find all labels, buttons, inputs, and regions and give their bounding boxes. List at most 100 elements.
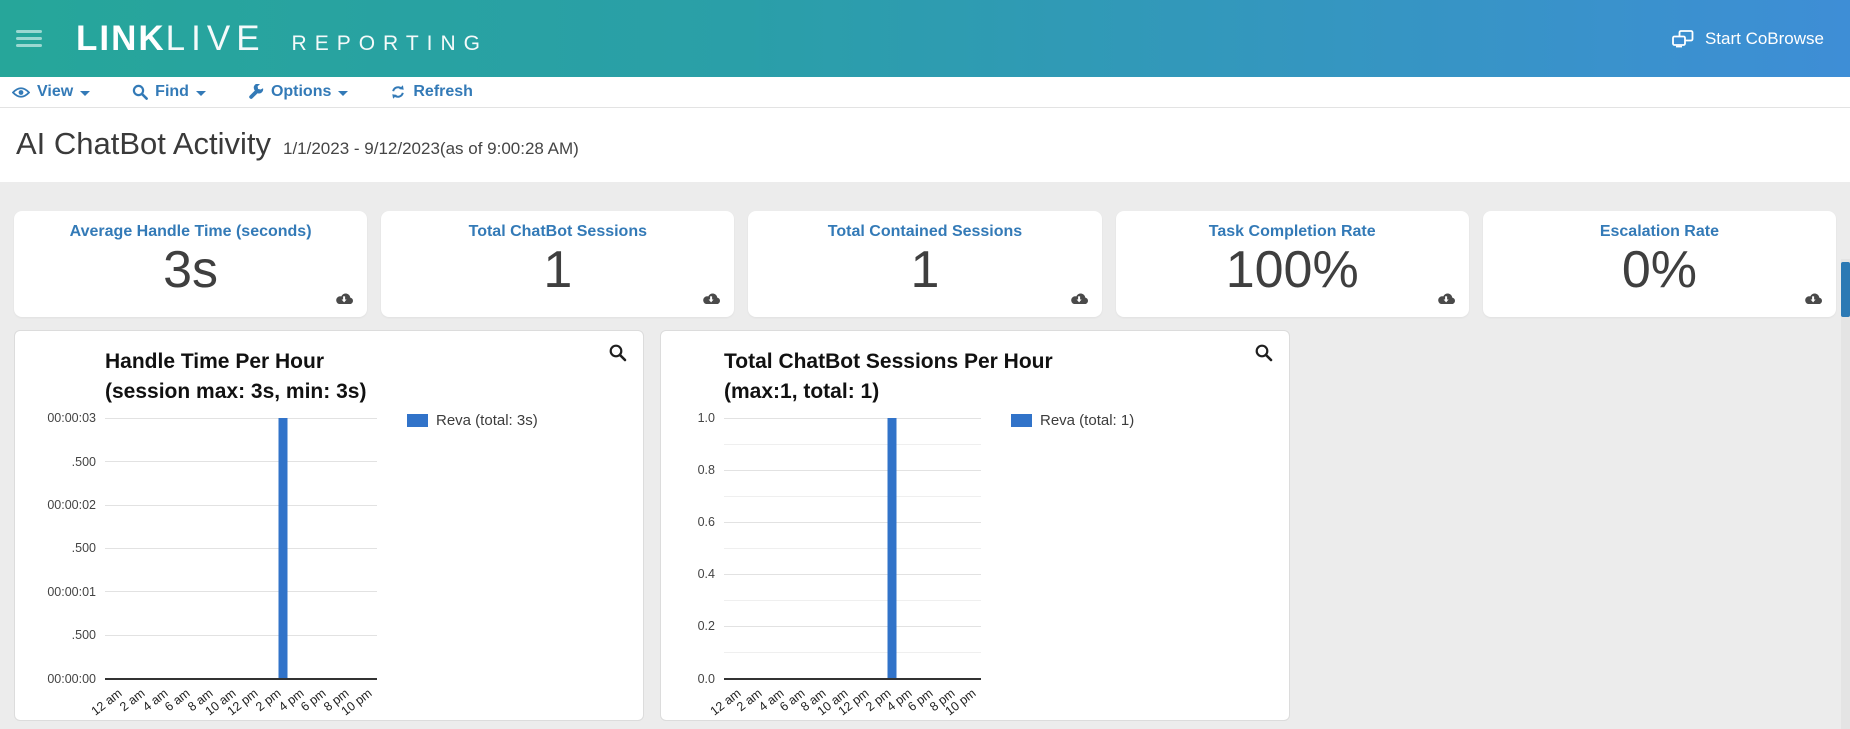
gridline: 0.6 <box>698 515 981 529</box>
y-axis-tick-label: .500 <box>71 454 96 469</box>
search-icon <box>132 84 149 100</box>
gridline: .500 <box>72 541 377 555</box>
chart-title: Total ChatBot Sessions Per Hour (max:1, … <box>724 347 1273 408</box>
y-axis-tick-label: 00:00:03 <box>47 411 96 426</box>
brand-live: LIVE <box>165 18 266 58</box>
chart-title: Handle Time Per Hour (session max: 3s, m… <box>105 347 627 408</box>
find-label: Find <box>155 83 189 100</box>
chevron-down-icon <box>338 90 349 96</box>
gridline: 00:00:00 <box>47 672 377 686</box>
y-axis-tick-label: .500 <box>71 628 96 643</box>
gridline: .500 <box>72 455 377 469</box>
gridline <box>724 599 981 601</box>
brand-link: LINK <box>76 18 166 58</box>
cobrowse-screens-icon <box>1671 29 1695 48</box>
plot-area: 00:00:03 .500 00:00:02 .500 00:00:01 .500 00:0… <box>47 411 377 718</box>
brand-reporting: REPORTING <box>291 31 489 55</box>
y-axis-tick-label: 0.4 <box>697 567 715 582</box>
app-header: LINK LIVE REPORTING Start CoBrowse <box>0 0 1850 77</box>
y-axis-tick-label: 0.8 <box>697 463 715 478</box>
chevron-down-icon <box>80 90 91 96</box>
chevron-down-icon <box>195 90 206 96</box>
brand-logo: LINK LIVE REPORTING <box>76 19 488 59</box>
bar-series-reva[interactable] <box>887 417 897 678</box>
kpi-label: Total Contained Sessions <box>827 223 1023 240</box>
gridline <box>724 495 981 497</box>
legend-label: Reva (total: 3s) <box>436 411 538 429</box>
kpi-card-task-completion-rate: Task Completion Rate 100% <box>1115 211 1469 317</box>
kpi-label: Task Completion Rate <box>1208 223 1376 240</box>
page-title: AI ChatBot Activity <box>16 126 271 161</box>
find-menu-button[interactable]: Find <box>132 83 206 101</box>
gridline: 0.2 <box>698 619 981 633</box>
kpi-label: Escalation Rate <box>1599 223 1719 240</box>
plot-area: 1.0 0.8 0.6 0.4 0.2 0.0 12 am 2 am 4 am 6 am 8 am 1… <box>698 411 981 718</box>
kpi-card-escalation-rate: Escalation Rate 0% <box>1482 211 1837 317</box>
chart-handle-time-per-hour: Handle Time Per Hour (session max: 3s, m… <box>14 330 644 721</box>
gridline: 0.4 <box>698 567 981 581</box>
y-axis-tick-label: 1.0 <box>697 411 715 426</box>
refresh-button[interactable]: Refresh <box>390 83 473 101</box>
y-axis-tick-label: 0.0 <box>697 671 715 686</box>
refresh-icon <box>390 84 406 100</box>
y-axis-tick-label: .500 <box>71 541 96 556</box>
vertical-scrollbar <box>1841 259 1850 729</box>
magnifier-zoom-icon[interactable] <box>608 343 627 362</box>
cloud-download-icon[interactable] <box>1437 292 1456 307</box>
options-menu-button[interactable]: Options <box>248 83 349 101</box>
options-label: Options <box>270 83 332 100</box>
kpi-value: 1 <box>543 241 573 299</box>
kpi-label: Average Handle Time (seconds) <box>69 223 312 240</box>
chart-legend: Reva (total: 1) <box>981 412 1273 678</box>
chart-title-line2: (max:1, total: 1) <box>724 380 880 404</box>
gridline: 00:00:02 <box>47 498 377 512</box>
scrollbar-thumb[interactable] <box>1841 262 1850 317</box>
kpi-value: 100% <box>1225 241 1359 299</box>
start-cobrowse-button[interactable]: Start CoBrowse <box>1671 29 1824 49</box>
y-axis-tick-label: 00:00:00 <box>47 671 96 686</box>
magnifier-zoom-icon[interactable] <box>1254 343 1273 362</box>
cloud-download-icon[interactable] <box>1070 292 1089 307</box>
legend-color-swatch <box>407 413 428 427</box>
kpi-label: Total ChatBot Sessions <box>468 223 647 240</box>
wrench-icon <box>248 83 264 100</box>
kpi-cards-row: Average Handle Time (seconds) 3s Total C… <box>0 182 1850 317</box>
gridline: 1.0 <box>698 411 981 425</box>
view-menu-button[interactable]: View <box>11 83 91 101</box>
gridline <box>724 547 981 549</box>
y-axis-tick-label: 0.6 <box>697 515 715 530</box>
gridline: 00:00:01 <box>47 585 377 599</box>
cloud-download-icon[interactable] <box>1804 292 1823 307</box>
legend-label: Reva (total: 1) <box>1040 411 1135 429</box>
chart-title-line1: Total ChatBot Sessions Per Hour <box>724 350 1053 373</box>
cloud-download-icon[interactable] <box>335 292 354 307</box>
cobrowse-label: Start CoBrowse <box>1704 28 1824 48</box>
chart-title-line2: (session max: 3s, min: 3s) <box>105 380 367 404</box>
gridline: 0.0 <box>698 672 981 686</box>
chart-total-sessions-per-hour: Total ChatBot Sessions Per Hour (max:1, … <box>660 330 1290 721</box>
report-date-range: 1/1/2023 - 9/12/2023(as of 9:00:28 AM) <box>283 139 579 158</box>
page-title-row: AI ChatBot Activity 1/1/2023 - 9/12/2023… <box>0 108 1850 182</box>
view-label: View <box>37 83 74 100</box>
content-area: Average Handle Time (seconds) 3s Total C… <box>0 182 1850 729</box>
kpi-value: 3s <box>163 241 219 299</box>
y-axis-tick-label: 0.2 <box>697 619 715 634</box>
kpi-card-total-contained-sessions: Total Contained Sessions 1 <box>748 211 1102 317</box>
kpi-value: 0% <box>1621 241 1697 299</box>
chart-legend: Reva (total: 3s) <box>377 412 627 678</box>
legend-color-swatch <box>1011 413 1032 427</box>
cloud-download-icon[interactable] <box>702 292 721 307</box>
gridline <box>724 443 981 445</box>
toolbar: View Find Options Re <box>0 77 1850 108</box>
hamburger-menu-icon[interactable] <box>16 26 42 51</box>
y-axis-tick-label: 00:00:02 <box>47 498 96 513</box>
gridline: 00:00:03 <box>47 411 377 425</box>
charts-row: Handle Time Per Hour (session max: 3s, m… <box>0 317 1850 721</box>
gridline <box>724 651 981 653</box>
y-axis-tick-label: 00:00:01 <box>47 584 96 599</box>
kpi-value: 1 <box>910 241 940 299</box>
bar-series-reva[interactable] <box>278 417 288 678</box>
gridline: 0.8 <box>698 463 981 477</box>
gridline: .500 <box>72 628 377 642</box>
eye-icon <box>11 86 31 99</box>
